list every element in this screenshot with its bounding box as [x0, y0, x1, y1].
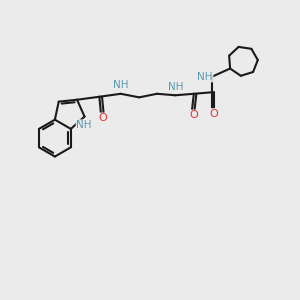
Text: NH: NH [197, 72, 213, 82]
Text: NH: NH [76, 120, 92, 130]
Text: NH: NH [168, 82, 184, 92]
Text: O: O [98, 113, 107, 123]
Text: NH: NH [113, 80, 128, 91]
Text: O: O [209, 109, 218, 119]
Text: O: O [189, 110, 198, 120]
